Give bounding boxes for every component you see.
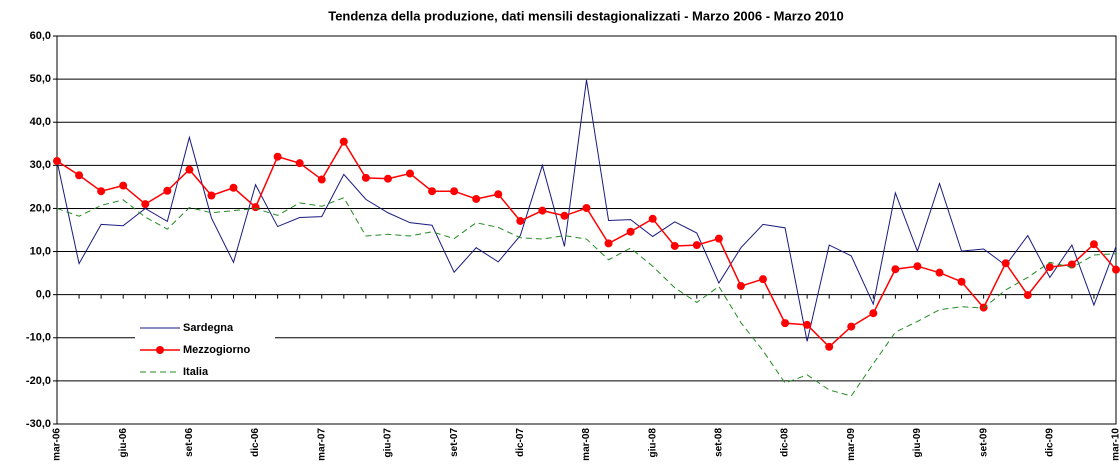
line-series <box>56 79 1117 342</box>
point <box>1089 240 1098 249</box>
point <box>295 159 304 168</box>
y-tick-label: -10,0 <box>26 332 51 344</box>
point <box>163 186 172 195</box>
x-tick-label: giu-06 <box>118 428 129 458</box>
y-tick-label: 10,0 <box>30 245 51 257</box>
point <box>1045 263 1054 272</box>
point <box>1023 291 1032 300</box>
y-tick-label: 20,0 <box>30 202 51 214</box>
x-tick-label: dic-06 <box>250 428 261 457</box>
legend-label: Mezzogiorno <box>183 344 250 356</box>
plot-border <box>56 35 1117 425</box>
point <box>648 214 657 223</box>
point <box>869 309 878 318</box>
point <box>913 262 922 271</box>
x-tick-label: set-08 <box>714 428 725 457</box>
point <box>957 277 966 286</box>
point <box>825 342 834 351</box>
line-series <box>56 140 1117 348</box>
point <box>472 194 481 203</box>
point <box>207 191 216 200</box>
point <box>604 239 613 248</box>
point <box>670 241 679 250</box>
legend-label: Sardegna <box>183 322 234 334</box>
legend-marker <box>156 346 164 354</box>
y-tick-label: 0,0 <box>36 289 51 301</box>
y-tick-label: 60,0 <box>30 30 51 42</box>
point <box>97 187 106 196</box>
point <box>582 204 591 213</box>
point <box>251 203 260 212</box>
x-tick-label: set-09 <box>978 428 989 457</box>
y-tick-label: -30,0 <box>26 418 51 430</box>
y-tick-label: 30,0 <box>30 159 51 171</box>
x-tick-label: dic-09 <box>1044 428 1055 457</box>
x-tick-label: giu-08 <box>647 428 658 458</box>
point <box>75 171 84 180</box>
point <box>891 265 900 274</box>
point <box>714 234 723 243</box>
x-tick-label: mar-10 <box>1111 428 1120 461</box>
x-tick-label: set-06 <box>184 428 195 457</box>
point <box>494 190 503 199</box>
point <box>1067 260 1076 269</box>
x-tick-label: dic-07 <box>515 428 526 457</box>
x-tick-label: mar-07 <box>316 428 327 461</box>
point <box>1001 259 1010 268</box>
point <box>781 319 790 328</box>
point <box>538 206 547 215</box>
y-tick-label: 40,0 <box>30 116 51 128</box>
point <box>185 165 194 174</box>
point <box>847 322 856 331</box>
x-tick-label: mar-09 <box>846 428 857 461</box>
point <box>692 241 701 250</box>
point <box>141 200 150 209</box>
point <box>626 227 635 236</box>
y-tick-label: -20,0 <box>26 375 51 387</box>
point <box>803 320 812 329</box>
point <box>383 174 392 183</box>
x-tick-label: giu-09 <box>912 428 923 458</box>
line-series <box>56 197 1117 397</box>
point <box>53 157 61 166</box>
point <box>119 181 128 190</box>
point <box>935 268 944 277</box>
x-tick-label: dic-08 <box>780 428 791 457</box>
point <box>759 275 767 284</box>
point <box>339 137 348 146</box>
point <box>1112 265 1120 274</box>
chart-title: Tendenza della produzione, dati mensili … <box>328 8 844 23</box>
point <box>560 211 569 220</box>
point <box>516 216 525 225</box>
y-tick-label: 50,0 <box>30 73 51 85</box>
point <box>428 187 437 196</box>
x-tick-label: giu-07 <box>383 428 394 458</box>
point <box>273 152 282 161</box>
x-tick-label: mar-08 <box>581 428 592 461</box>
point <box>317 175 326 184</box>
point <box>361 173 370 182</box>
point <box>450 187 459 196</box>
x-tick-label: set-07 <box>449 428 460 457</box>
point <box>736 282 745 291</box>
legend-label: Italia <box>183 366 209 378</box>
point <box>406 169 414 178</box>
point <box>229 183 238 192</box>
x-tick-label: mar-06 <box>52 428 63 461</box>
